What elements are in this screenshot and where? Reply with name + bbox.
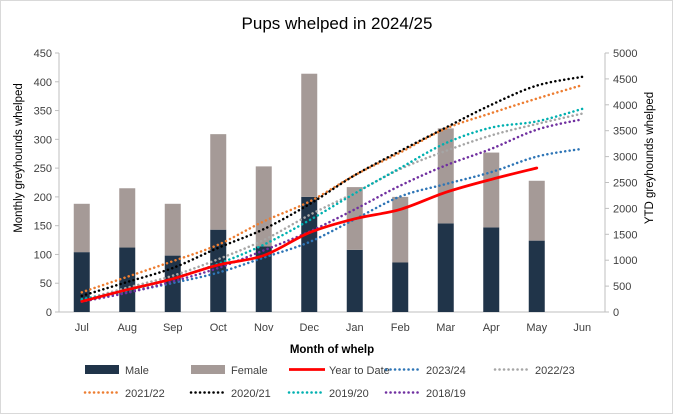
bar-female [437, 128, 454, 224]
legend-swatch [85, 365, 119, 374]
plot-area: 0501001502002503003504004500500100015002… [34, 48, 638, 334]
y-axis-label: Monthly greyhounds whelped [13, 83, 25, 233]
x-tick-label: May [526, 322, 547, 334]
y-tick-label: 250 [34, 163, 52, 175]
x-axis-label: Month of whelp [290, 344, 374, 356]
bar-female [210, 134, 227, 230]
x-tick-label: Jul [75, 322, 89, 334]
legend-label: Year to Date [329, 365, 390, 377]
y2-tick-label: 1000 [613, 255, 637, 267]
series-line-2018-19 [80, 118, 584, 303]
legend-item: 2020/21 [189, 388, 271, 400]
y-tick-label: 300 [34, 134, 52, 146]
bar-male [346, 249, 363, 312]
bar-male [483, 227, 500, 312]
y2-tick-label: 2000 [613, 203, 637, 215]
legend-label: 2021/22 [125, 388, 165, 400]
x-tick-label: Jun [573, 322, 591, 334]
bar-female [483, 152, 500, 228]
y-tick-label: 0 [46, 307, 52, 319]
legend-item: 2021/22 [83, 388, 165, 400]
x-tick-label: Apr [483, 322, 500, 334]
bar-female [392, 196, 409, 263]
x-tick-label: Sep [163, 322, 183, 334]
x-tick-label: Mar [436, 322, 455, 334]
y-tick-label: 150 [34, 221, 52, 233]
bar-female [301, 73, 318, 197]
series-line-2020-21 [80, 75, 584, 298]
y2-tick-label: 2500 [613, 178, 637, 190]
x-tick-label: Dec [299, 322, 319, 334]
legend-item: Female [191, 365, 268, 377]
bar-male [301, 196, 318, 312]
x-tick-label: Aug [117, 322, 137, 334]
bar-female [73, 203, 90, 253]
y2-tick-label: 3500 [613, 126, 637, 138]
series-line-2023-24 [80, 147, 584, 303]
y-tick-label: 400 [34, 77, 52, 89]
y2-tick-label: 3000 [613, 152, 637, 164]
y2-tick-label: 1500 [613, 229, 637, 241]
bar-female [164, 203, 181, 256]
legend-label: 2018/19 [426, 388, 466, 400]
legend-label: 2019/20 [329, 388, 369, 400]
y-tick-label: 350 [34, 106, 52, 118]
y-tick-label: 100 [34, 249, 52, 261]
y2-tick-label: 500 [613, 281, 631, 293]
x-tick-label: Nov [254, 322, 274, 334]
bar-male [392, 262, 409, 312]
legend-swatch [191, 365, 225, 374]
y2-tick-label: 5000 [613, 48, 637, 60]
legend-item: Male [85, 365, 149, 377]
y-tick-label: 450 [34, 48, 52, 60]
bar-female [528, 180, 545, 241]
bar-male [528, 240, 545, 312]
x-tick-label: Feb [391, 322, 410, 334]
y-tick-label: 200 [34, 192, 52, 204]
y-tick-label: 50 [40, 278, 52, 290]
bar-female [119, 188, 136, 248]
legend-label: Male [125, 365, 149, 377]
y2-tick-label: 0 [613, 307, 619, 319]
series-line-2022-23 [80, 112, 584, 302]
legend-item: 2023/24 [384, 365, 466, 377]
legend-item: 2019/20 [287, 388, 369, 400]
bar-male [73, 252, 90, 312]
x-tick-label: Oct [210, 322, 227, 334]
y2-tick-label: 4000 [613, 100, 637, 112]
chart-title: Pups whelped in 2024/25 [242, 14, 433, 33]
legend-label: 2023/24 [426, 365, 466, 377]
legend-item: 2018/19 [384, 388, 466, 400]
y2-tick-label: 4500 [613, 74, 637, 86]
legend-item: 2022/23 [493, 365, 575, 377]
legend: Male Female Year to Date 2023/24 2022/23 2021… [83, 365, 575, 400]
y2-axis-label: YTD greyhounds whelped [644, 92, 656, 224]
bar-male [437, 223, 454, 312]
bar-female [255, 166, 272, 247]
bar-male [255, 246, 272, 312]
x-tick-label: Jan [346, 322, 364, 334]
legend-item: Year to Date [289, 365, 390, 377]
legend-label: Female [231, 365, 268, 377]
bar-male [119, 247, 136, 312]
legend-label: 2020/21 [231, 388, 271, 400]
legend-label: 2022/23 [535, 365, 575, 377]
series-line-year-to-date [80, 166, 539, 303]
